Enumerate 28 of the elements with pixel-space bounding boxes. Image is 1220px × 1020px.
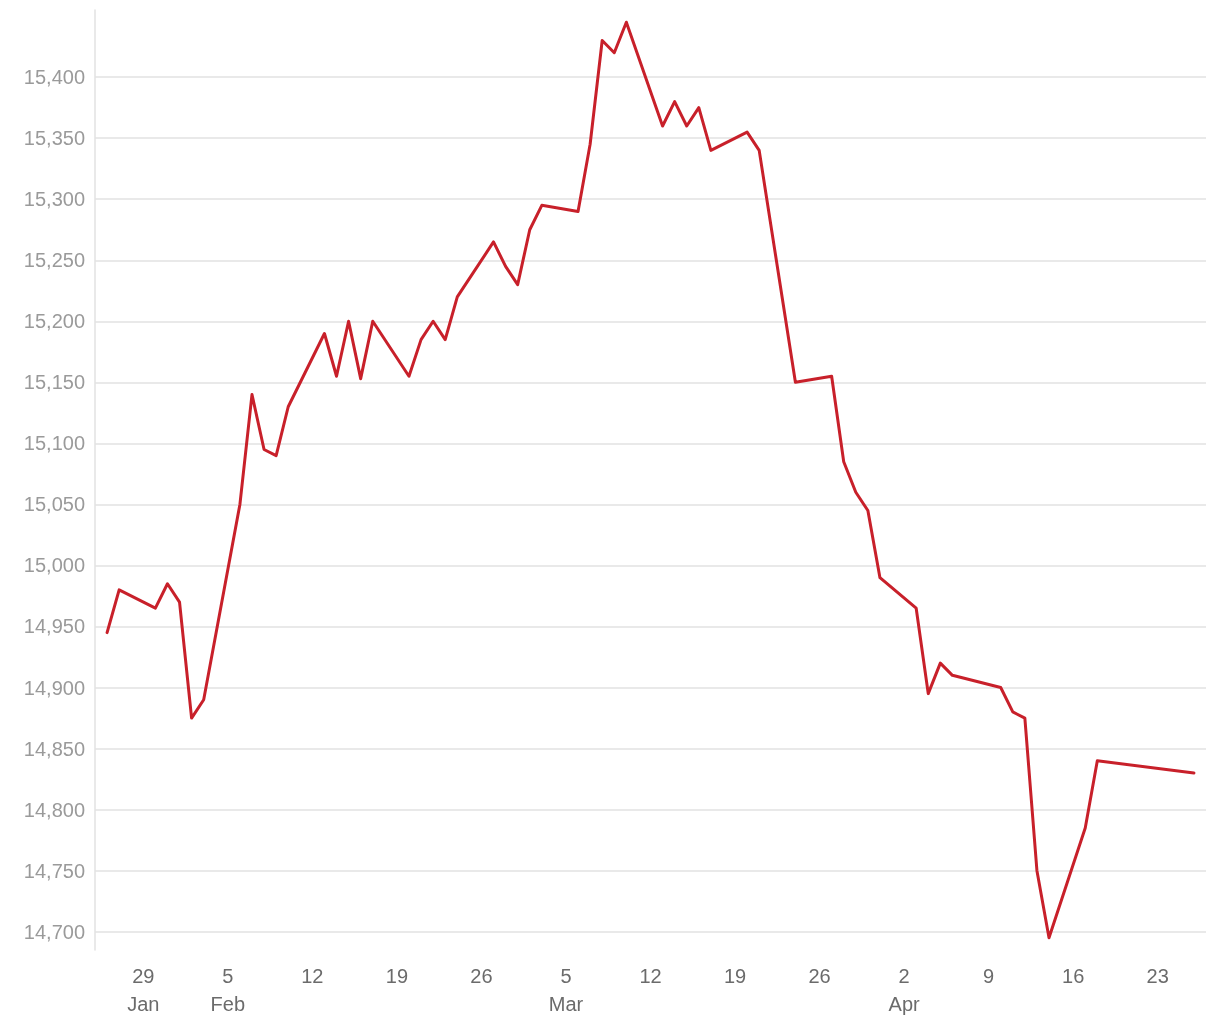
y-tick-label: 14,850 — [23, 737, 85, 760]
x-tick-label: 16 — [1062, 965, 1085, 987]
y-tick-label: 15,250 — [23, 249, 85, 272]
x-tick-label: 26 — [470, 965, 493, 987]
y-tick-label: 15,050 — [23, 493, 85, 516]
x-tick-label: 19 — [723, 965, 747, 987]
x-tick-label: 29 Jan — [127, 965, 160, 1015]
y-tick-label: 14,900 — [23, 676, 85, 699]
y-tick-label: 15,400 — [23, 66, 85, 89]
y-tick-label: 14,700 — [23, 920, 85, 943]
y-tick-label: 15,300 — [23, 188, 85, 211]
x-tick-label: 23 — [1146, 965, 1169, 987]
x-tick-label: 12 — [639, 965, 662, 987]
x-tick-label: 5 Feb — [210, 965, 246, 1015]
y-tick-label: 15,350 — [23, 127, 85, 150]
y-tick-label: 15,200 — [23, 310, 85, 333]
x-tick-label: 2 Apr — [888, 965, 920, 1015]
y-tick-label: 15,000 — [23, 554, 85, 577]
y-tick-label: 15,100 — [23, 432, 85, 455]
x-tick-label: 12 — [301, 965, 324, 987]
x-tick-label: 26 — [808, 965, 831, 987]
x-tick-label: 19 — [385, 965, 409, 987]
y-tick-label: 15,150 — [23, 371, 85, 394]
x-tick-label: 9 — [983, 965, 995, 987]
y-tick-label: 14,950 — [23, 615, 85, 638]
y-tick-label: 14,750 — [23, 859, 85, 882]
y-tick-label: 14,800 — [23, 798, 85, 821]
x-tick-label: 5 Mar — [548, 965, 584, 1015]
